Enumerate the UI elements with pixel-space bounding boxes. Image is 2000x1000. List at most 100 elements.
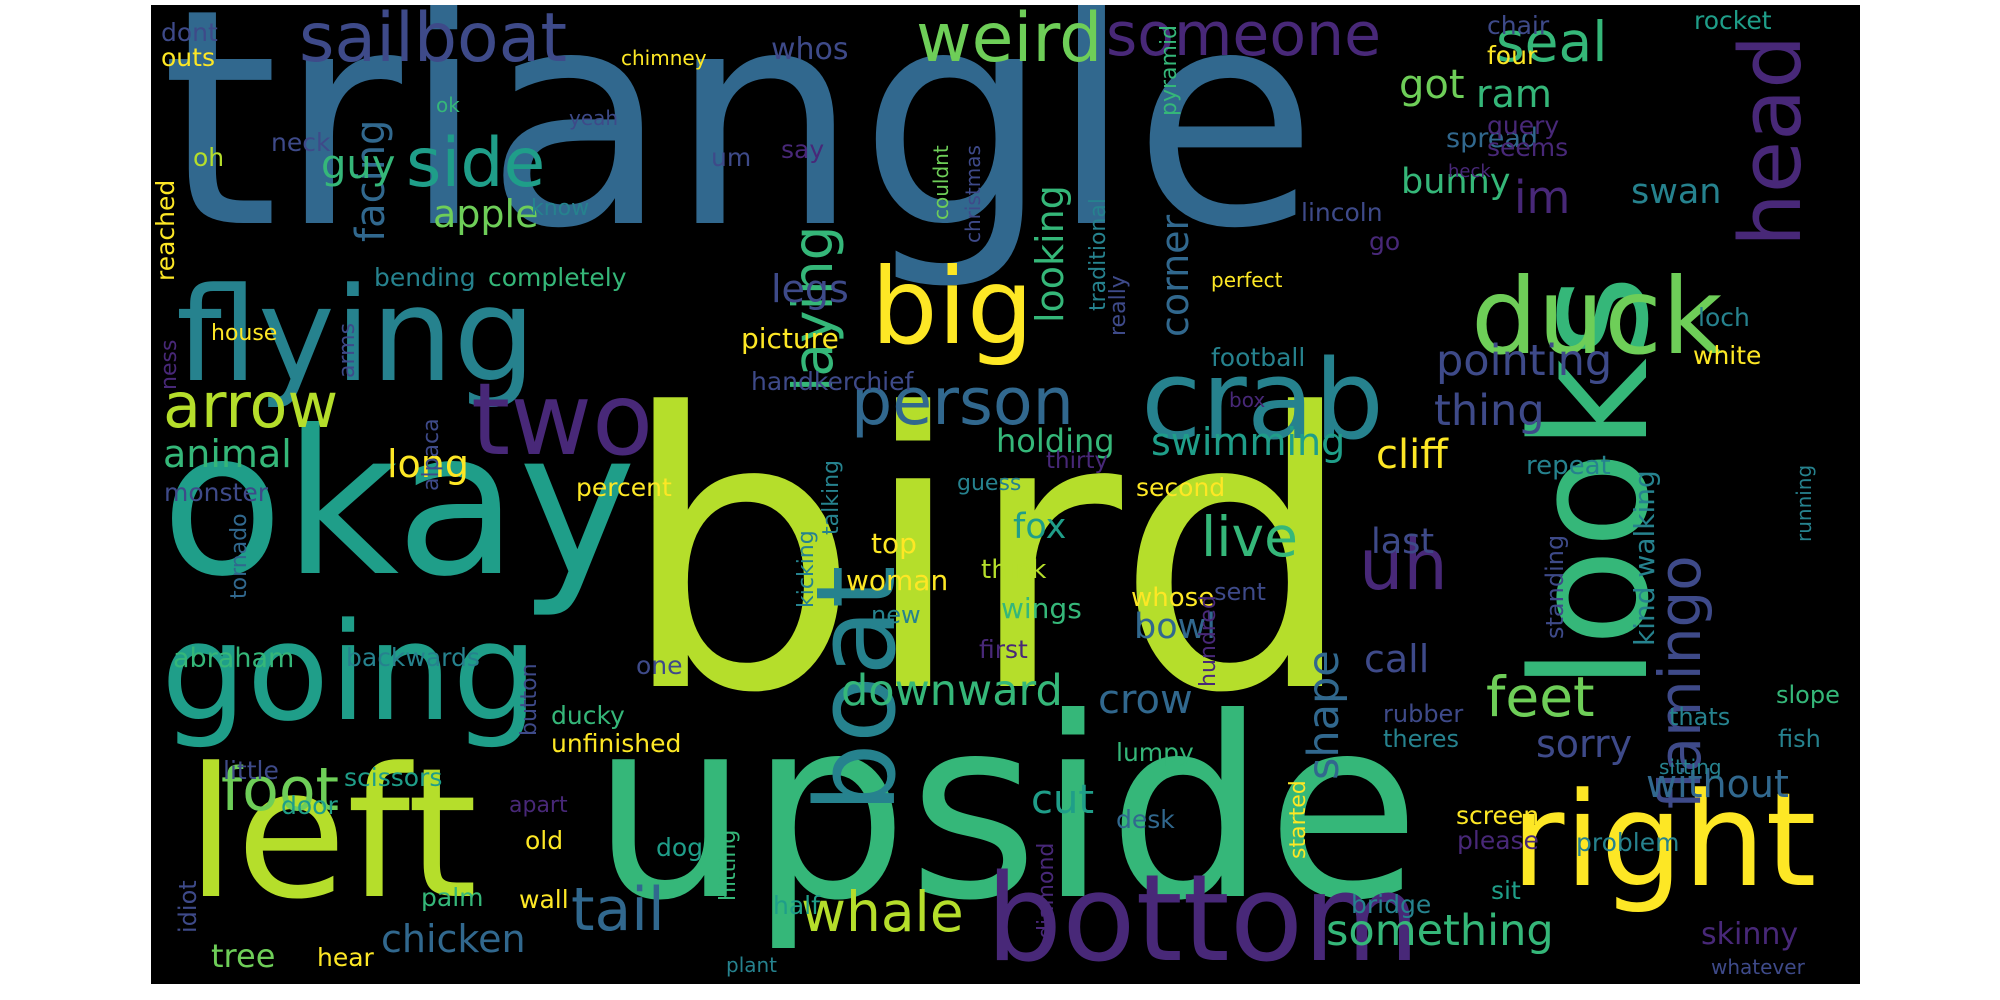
word-scissors: scissors <box>344 763 443 792</box>
word-half: half <box>773 891 820 920</box>
word-fox: fox <box>1013 507 1067 547</box>
word-person: person <box>851 365 1074 440</box>
word-house: house <box>211 321 278 346</box>
word-four: four <box>1487 41 1538 70</box>
word-really: really <box>1106 275 1131 336</box>
word-thats: thats <box>1669 703 1731 731</box>
word-kind-walking: kind walking <box>1628 470 1661 646</box>
word-apple: apple <box>433 192 539 236</box>
word-say: say <box>781 135 825 164</box>
word-triangle: triangle <box>161 5 1318 294</box>
word-button: button <box>517 663 542 736</box>
word-first: first <box>979 635 1028 664</box>
word-problem: problem <box>1576 828 1680 857</box>
word-bunny: bunny <box>1401 162 1511 202</box>
word-pyramid: pyramid <box>1157 24 1182 116</box>
word-standing: standing <box>1541 534 1569 639</box>
word-fish: fish <box>1778 725 1821 753</box>
word-reached: reached <box>151 179 180 281</box>
word-sit: sit <box>1491 876 1521 905</box>
word-loch: loch <box>1698 303 1750 332</box>
word-swan: swan <box>1631 172 1722 212</box>
word-wall: wall <box>519 885 569 914</box>
word-hitting: hitting <box>716 829 741 901</box>
word-outs: outs <box>161 43 215 72</box>
word-foot: foot <box>221 755 340 825</box>
word-call: call <box>1364 637 1430 681</box>
word-christmas: christmas <box>961 145 985 243</box>
word-palm: palm <box>421 883 484 912</box>
word-side: side <box>406 124 546 203</box>
word-crab: crab <box>1141 336 1384 464</box>
word-wings: wings <box>1001 592 1082 625</box>
word-whatever: whatever <box>1711 955 1805 979</box>
word-chair: chair <box>1487 11 1550 40</box>
word-hundred: hundred <box>1196 595 1221 687</box>
word-theres: theres <box>1383 725 1459 753</box>
word-corner: corner <box>1153 214 1197 337</box>
word-spread: spread <box>1446 123 1539 154</box>
word-two: two <box>471 361 654 478</box>
word-whos: whos <box>771 32 849 67</box>
word-hear: hear <box>317 943 374 972</box>
word-dog: dog <box>656 833 704 862</box>
word-idiot: idiot <box>174 880 202 933</box>
word-rubber: rubber <box>1383 700 1464 728</box>
word-seems: seems <box>1487 133 1569 162</box>
word-arms: arms <box>335 322 360 378</box>
word-looking: looking <box>1028 185 1072 323</box>
word-second: second <box>1136 473 1226 502</box>
word-handkerchief: handkerchief <box>751 367 914 396</box>
word-football: football <box>1211 343 1306 372</box>
word-whose: whose <box>1131 583 1215 613</box>
word-backwards: backwards <box>346 643 480 672</box>
word-holding: holding <box>996 422 1115 460</box>
word-guy: guy <box>321 142 396 188</box>
word-chimney: chimney <box>621 46 707 70</box>
word-bird: bird <box>619 333 1357 776</box>
word-animal: animal <box>163 432 292 476</box>
word-ram: ram <box>1476 72 1552 116</box>
word-tail: tail <box>571 875 665 945</box>
word-ness: ness <box>157 339 182 390</box>
word-feet: feet <box>1486 665 1595 729</box>
word-upside: upside <box>591 664 1421 955</box>
word-desk: desk <box>1116 805 1175 834</box>
word-seal: seal <box>1496 10 1608 74</box>
word-yeah: yeah <box>569 106 619 130</box>
word-completely: completely <box>488 263 627 292</box>
word-flying: flying <box>176 259 536 411</box>
word-bridge: bridge <box>1351 890 1432 919</box>
word-unfinished: unfinished <box>551 729 682 758</box>
word-uh: uh <box>1359 524 1448 606</box>
word-right: right <box>1511 764 1817 916</box>
word-door: door <box>281 791 338 820</box>
word-thing: thing <box>1434 386 1545 436</box>
word-running: running <box>1792 464 1816 542</box>
word-pointing: pointing <box>1436 336 1613 386</box>
word-live: live <box>1201 505 1298 569</box>
word-arrow: arrow <box>163 369 339 442</box>
word-sailboat: sailboat <box>299 5 567 78</box>
word-ducky: ducky <box>551 701 625 730</box>
word-weird: weird <box>916 5 1103 78</box>
word-percent: percent <box>576 473 672 502</box>
word-something: something <box>1326 906 1554 956</box>
word-guess: guess <box>957 471 1022 496</box>
word-big: big <box>871 246 1034 368</box>
word-okay: okay <box>161 388 637 621</box>
word-old: old <box>525 826 564 855</box>
word-thirty: thirty <box>1046 448 1109 474</box>
word-long: long <box>387 442 470 486</box>
word-sorry: sorry <box>1536 722 1633 766</box>
word-dont: dont <box>161 18 218 47</box>
word-please: please <box>1457 826 1539 855</box>
word-downward: downward <box>841 666 1063 716</box>
word-query: query <box>1487 111 1560 140</box>
word-woman: woman <box>846 564 949 597</box>
word-neck: neck <box>271 128 331 157</box>
word-lincoln: lincoln <box>1301 198 1383 227</box>
word-um: um <box>711 143 752 172</box>
word-rocket: rocket <box>1694 6 1772 35</box>
word-cut: cut <box>1031 777 1095 823</box>
